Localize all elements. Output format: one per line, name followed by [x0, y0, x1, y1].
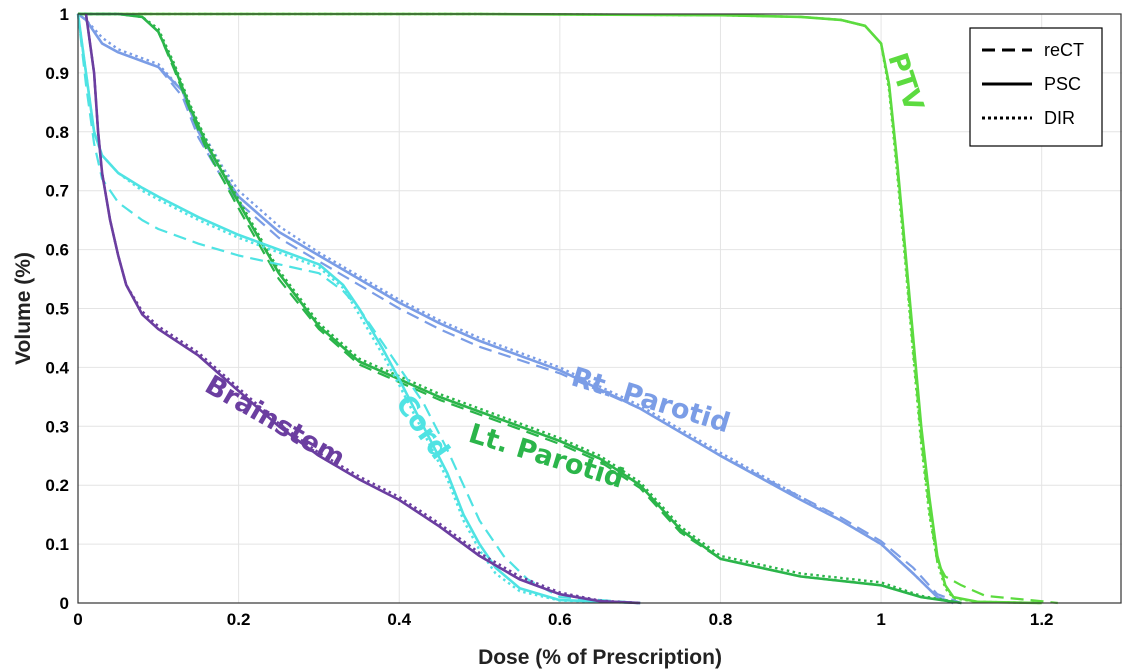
x-tick-label: 0.4: [387, 610, 411, 629]
legend-label-psc: PSC: [1044, 74, 1081, 94]
y-tick-label: 0.7: [45, 182, 69, 201]
series-cord-rect: [76, 13, 641, 605]
curves: [76, 12, 1058, 605]
legend-label-dir: DIR: [1044, 108, 1075, 128]
y-tick-label: 0.5: [45, 300, 69, 319]
series-brainstem-psc: [84, 13, 641, 605]
y-axis-title: Volume (%): [12, 252, 35, 365]
y-tick-label: 0.8: [45, 123, 69, 142]
x-tick-label: 0: [73, 610, 82, 629]
legend-box: [969, 27, 1103, 147]
series-rt-parotid-psc: [77, 12, 954, 605]
y-tick-label: 0.4: [45, 358, 69, 377]
y-tick-label: 0.9: [45, 64, 69, 83]
curve-label-lt-parotid: Lt. Parotid: [465, 418, 627, 495]
curve-label-rt-parotid: Rt. Parotid: [568, 362, 734, 440]
y-tick-label: 0.3: [45, 417, 69, 436]
x-tick-label: 0.6: [548, 610, 572, 629]
tick-labels: 0 0.2 0.4 0.6 0.8 1 1.2 0 0.1 0.2 0.3 0.4 0.5 0.6 0.7 0…: [45, 5, 1053, 629]
y-tick-label: 0: [60, 594, 69, 613]
x-tick-label: 0.8: [709, 610, 733, 629]
x-tick-label: 1.2: [1030, 610, 1054, 629]
y-tick-label: 1: [60, 5, 69, 24]
series-ptv-psc: [78, 12, 1042, 605]
x-tick-label: 0.2: [227, 610, 251, 629]
grid: [77, 13, 1122, 604]
axes: [77, 13, 1122, 604]
curve-label-brainstem: Brainstem: [200, 369, 351, 474]
x-axis-title: Dose (% of Prescription): [478, 646, 722, 669]
y-tick-label: 0.6: [45, 241, 69, 260]
series-lt-parotid-psc: [78, 12, 962, 605]
y-tick-label: 0.1: [45, 535, 69, 554]
y-tick-label: 0.2: [45, 476, 69, 495]
plot-frame: [77, 13, 1122, 604]
x-tick-label: 1: [876, 610, 885, 629]
series-cord-psc: [76, 13, 641, 605]
legend: reCT PSC DIR: [969, 27, 1103, 147]
legend-label-rect: reCT: [1044, 40, 1084, 60]
series-lt-parotid-dir: [78, 12, 962, 605]
